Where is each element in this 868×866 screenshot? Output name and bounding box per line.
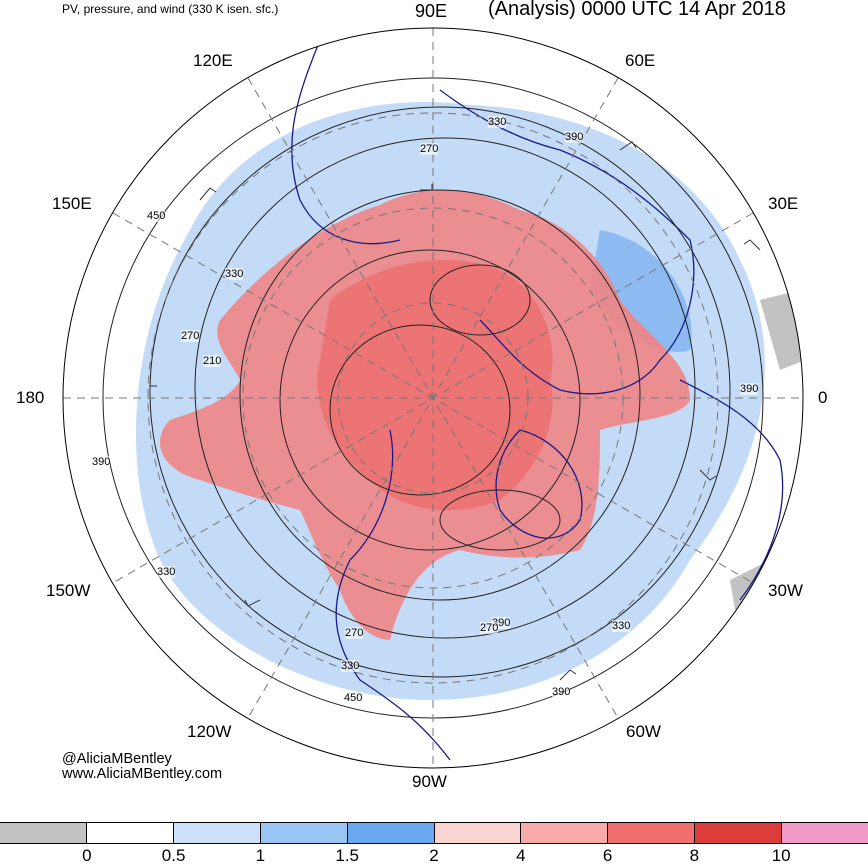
contour-label: 270 — [345, 627, 364, 639]
colorbar-tick-label: 6 — [602, 846, 613, 865]
contour-label: 450 — [147, 210, 166, 222]
lon-120w-label: 120W — [187, 722, 232, 741]
colorbar-tick-label: 0 — [82, 846, 92, 865]
contour-label: 330 — [341, 660, 360, 672]
colorbar-swatch — [782, 823, 868, 843]
contour-label: 210 — [203, 355, 222, 367]
lon-150e-label: 150E — [52, 194, 92, 213]
colorbar-swatch — [347, 823, 435, 843]
polar-map — [62, 27, 804, 769]
colorbar-tick-label: 2 — [429, 846, 439, 865]
isobar-7 — [429, 264, 531, 336]
lon-120e-label: 120E — [193, 51, 233, 70]
contour-label: 390 — [565, 131, 584, 143]
contour-label: 390 — [92, 456, 111, 468]
colorbar-swatch — [173, 823, 261, 843]
product-title: PV, pressure, and wind (330 K isen. sfc.… — [62, 2, 279, 16]
colorbar-tick-label: 1.5 — [335, 846, 360, 865]
wind-barb — [199, 187, 217, 201]
isobar-8 — [439, 489, 561, 551]
lon-90e-label: 90E — [415, 1, 448, 21]
lon-180-label: 180 — [16, 388, 45, 407]
coastline-eurasia — [439, 89, 695, 395]
contour-label: 390 — [552, 686, 571, 698]
contour-label: 330 — [225, 268, 244, 280]
colorbar-tick-label: 10 — [771, 846, 791, 865]
colorbar-swatch — [86, 823, 174, 843]
credit-handle: @AliciaMBentley — [62, 751, 172, 767]
colorbar-swatch — [0, 823, 87, 843]
coastline-asia-east — [291, 39, 401, 245]
contour-label: 330 — [157, 566, 176, 578]
colorbar-swatch — [695, 823, 783, 843]
contour-label: 390 — [740, 383, 759, 395]
contour-label: 450 — [344, 692, 363, 704]
wind-barb — [420, 184, 433, 191]
lon-0-label: 0 — [818, 388, 828, 407]
colorbar-tick-label: 0.5 — [161, 846, 186, 865]
colorbar-tick-label: 8 — [689, 846, 700, 865]
colorbar — [0, 822, 868, 844]
contour-label: 330 — [612, 620, 631, 632]
lon-30w-label: 30W — [768, 581, 803, 600]
lon-30e-label: 30E — [768, 194, 799, 213]
lon-90w-label: 90W — [412, 772, 447, 791]
wind-barb — [743, 239, 761, 251]
colorbar-swatch — [608, 823, 696, 843]
colorbar-swatch — [434, 823, 522, 843]
wind-barb — [619, 141, 637, 151]
isobar-5 — [279, 249, 581, 551]
contour-label: 270 — [181, 330, 200, 342]
colorbar-swatch — [521, 823, 609, 843]
credit-site: www.AliciaMBentley.com — [62, 766, 223, 782]
lon-60e-label: 60E — [625, 51, 656, 70]
colorbar-tick-label: 1 — [255, 846, 266, 865]
contour-label: 330 — [488, 116, 507, 128]
wind-barb — [699, 469, 717, 481]
wind-barb — [559, 669, 577, 681]
wind-barb — [244, 599, 261, 607]
colorbar-swatch — [260, 823, 348, 843]
isobar-3 — [194, 137, 696, 639]
isobar-4 — [239, 189, 641, 601]
lon-60w-label: 60W — [626, 722, 661, 741]
valid-time: (Analysis) 0000 UTC 14 Apr 2018 — [488, 0, 786, 20]
pv-red-core — [317, 260, 553, 511]
contour-label: 270 — [480, 622, 499, 634]
wind-barb — [149, 385, 157, 400]
contour-label: 270 — [420, 143, 439, 155]
isobar-6 — [329, 324, 511, 496]
lon-150w-label: 150W — [46, 581, 91, 600]
coastline-north-america — [335, 429, 451, 761]
map-boundary — [62, 27, 804, 769]
colorbar-tick-label: 4 — [516, 846, 526, 865]
